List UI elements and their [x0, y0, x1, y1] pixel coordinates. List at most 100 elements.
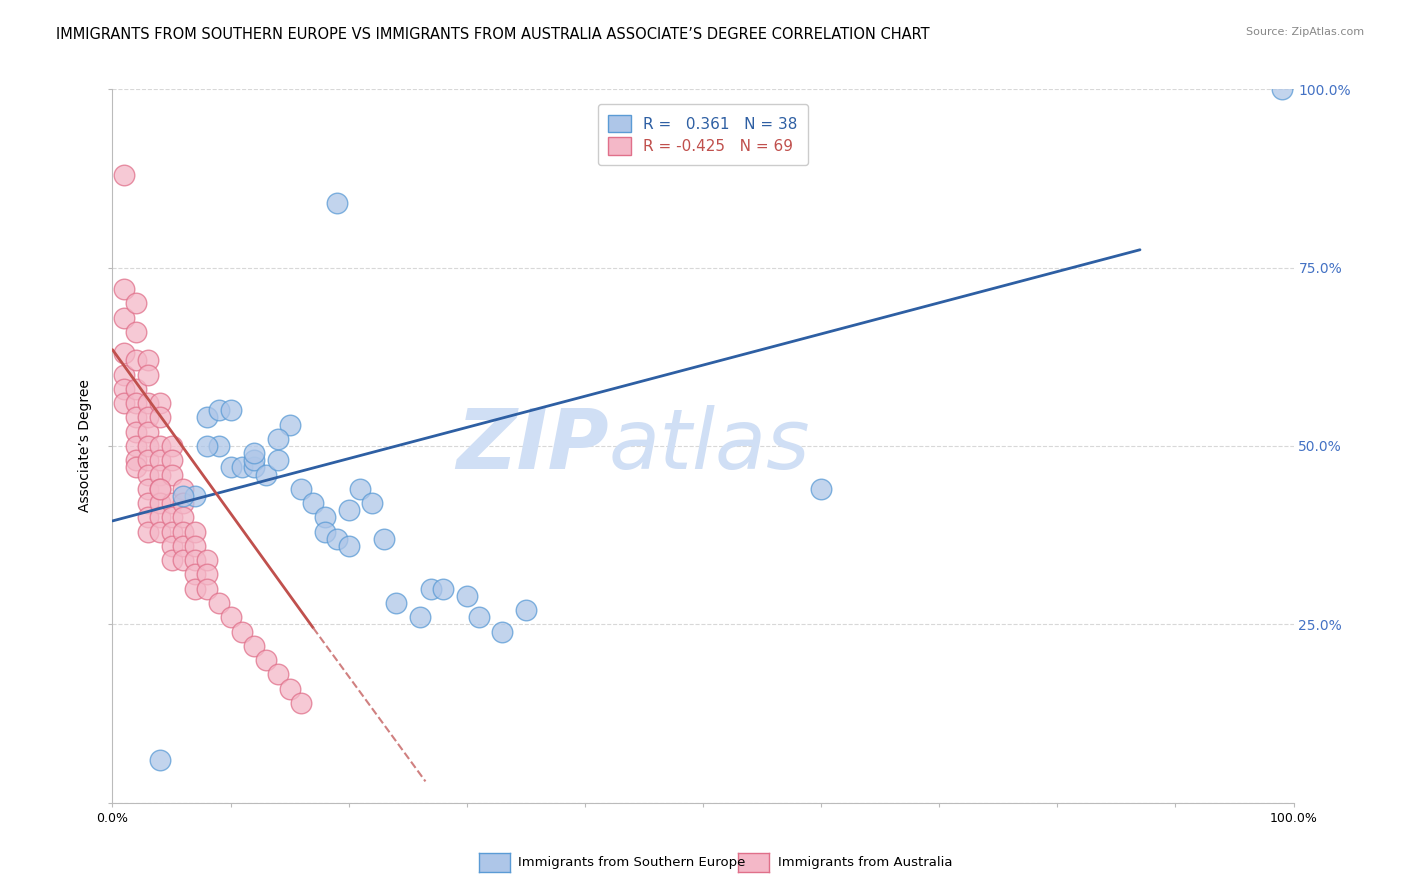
Point — [467, 610, 489, 624]
Point — [456, 589, 478, 603]
Point — [149, 467, 172, 482]
Point — [219, 403, 242, 417]
Point — [125, 382, 148, 396]
Point — [112, 396, 135, 410]
Point — [337, 503, 360, 517]
Point — [112, 282, 135, 296]
Point — [112, 382, 135, 396]
Point — [149, 524, 172, 539]
Point — [172, 539, 194, 553]
Point — [195, 439, 218, 453]
Point — [432, 582, 454, 596]
Point — [254, 653, 277, 667]
Point — [267, 667, 290, 681]
Point — [160, 439, 183, 453]
Point — [136, 482, 159, 496]
Point — [208, 596, 231, 610]
Point — [314, 524, 336, 539]
Point — [160, 524, 183, 539]
Point — [136, 425, 159, 439]
Point — [149, 439, 172, 453]
Point — [243, 639, 266, 653]
Point — [149, 453, 172, 467]
Point — [136, 496, 159, 510]
Point — [160, 467, 183, 482]
Point — [278, 681, 301, 696]
Point — [326, 196, 349, 211]
Point — [125, 396, 148, 410]
Point — [125, 439, 148, 453]
Point — [125, 325, 148, 339]
Point — [385, 596, 408, 610]
Point — [149, 496, 172, 510]
Point — [302, 496, 325, 510]
Point — [149, 482, 172, 496]
Text: atlas: atlas — [609, 406, 810, 486]
Point — [184, 567, 207, 582]
Point — [254, 467, 277, 482]
Point — [160, 453, 183, 467]
Point — [125, 453, 148, 467]
Point — [125, 460, 148, 475]
Point — [149, 482, 172, 496]
Point — [172, 524, 194, 539]
Point — [172, 482, 194, 496]
Text: ZIP: ZIP — [456, 406, 609, 486]
Point — [112, 346, 135, 360]
Point — [136, 368, 159, 382]
Point — [208, 403, 231, 417]
Point — [515, 603, 537, 617]
Point — [160, 510, 183, 524]
Point — [136, 453, 159, 467]
Point — [184, 582, 207, 596]
Point — [136, 439, 159, 453]
Point — [136, 467, 159, 482]
Point — [125, 425, 148, 439]
Legend: R =   0.361   N = 38, R = -0.425   N = 69: R = 0.361 N = 38, R = -0.425 N = 69 — [598, 104, 808, 165]
Point — [278, 417, 301, 432]
Point — [172, 489, 194, 503]
Point — [810, 482, 832, 496]
Y-axis label: Associate’s Degree: Associate’s Degree — [79, 380, 93, 512]
Point — [208, 439, 231, 453]
Point — [373, 532, 395, 546]
Text: Immigrants from Australia: Immigrants from Australia — [778, 856, 952, 869]
Point — [195, 582, 218, 596]
Point — [172, 496, 194, 510]
Text: IMMIGRANTS FROM SOUTHERN EUROPE VS IMMIGRANTS FROM AUSTRALIA ASSOCIATE’S DEGREE : IMMIGRANTS FROM SOUTHERN EUROPE VS IMMIG… — [56, 27, 929, 42]
Point — [243, 446, 266, 460]
Point — [112, 368, 135, 382]
Point — [408, 610, 430, 624]
Text: Immigrants from Southern Europe: Immigrants from Southern Europe — [517, 856, 745, 869]
Point — [195, 567, 218, 582]
Point — [219, 460, 242, 475]
Point — [361, 496, 384, 510]
Point — [491, 624, 513, 639]
Point — [243, 453, 266, 467]
Point — [267, 432, 290, 446]
Point — [149, 510, 172, 524]
Point — [160, 553, 183, 567]
Point — [231, 624, 253, 639]
Point — [172, 510, 194, 524]
Point — [314, 510, 336, 524]
Point — [125, 353, 148, 368]
Point — [149, 410, 172, 425]
Point — [231, 460, 253, 475]
Point — [136, 410, 159, 425]
Point — [125, 296, 148, 310]
Point — [290, 482, 312, 496]
Point — [219, 610, 242, 624]
Point — [149, 396, 172, 410]
Point — [136, 396, 159, 410]
Point — [184, 539, 207, 553]
Point — [172, 553, 194, 567]
Point — [160, 496, 183, 510]
Point — [349, 482, 371, 496]
Point — [125, 410, 148, 425]
Point — [112, 168, 135, 182]
Point — [136, 510, 159, 524]
Point — [420, 582, 443, 596]
Point — [160, 539, 183, 553]
Point — [243, 460, 266, 475]
